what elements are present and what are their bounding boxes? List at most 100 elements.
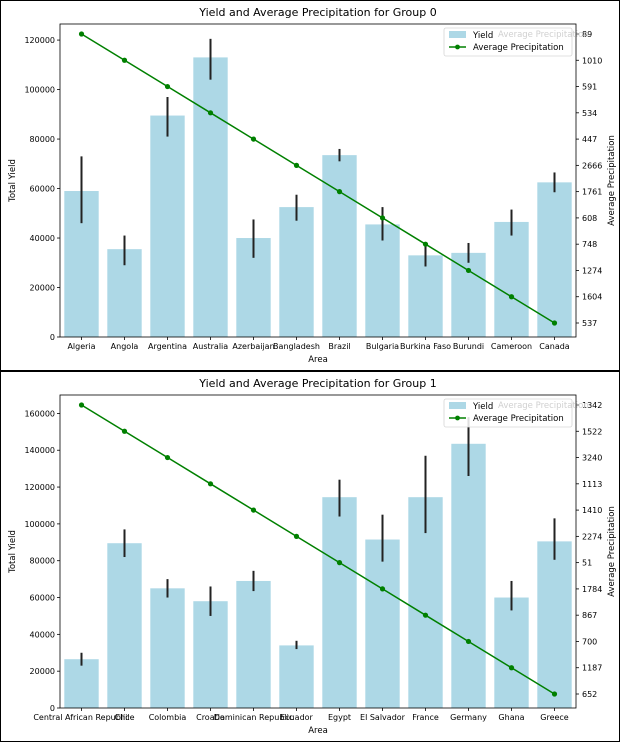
y2-tick-label: 591: [582, 83, 597, 92]
precipitation-point: [379, 215, 386, 221]
y-tick-label: 100000: [24, 86, 55, 95]
precipitation-point: [422, 241, 429, 247]
y2-tick-label: 1274: [582, 266, 602, 275]
x-tick-label: Angola: [111, 342, 139, 351]
x-tick-label: Central African Republic: [33, 713, 129, 722]
y2-tick-label: 89: [582, 30, 592, 39]
y2-tick-label: 748: [582, 240, 597, 249]
legend-label-yield: Yield: [472, 402, 493, 412]
precipitation-point: [164, 454, 171, 461]
y2-tick-label: 867: [582, 611, 597, 620]
y2-tick-label: 700: [582, 637, 597, 646]
precipitation-point: [207, 481, 214, 487]
bar: [537, 541, 572, 708]
precipitation-point: [551, 691, 558, 697]
legend-label-yield: Yield: [472, 31, 493, 41]
precipitation-line: [81, 404, 555, 695]
y-tick-label: 60000: [30, 185, 55, 194]
bar: [494, 597, 529, 708]
x-tick-label: Egypt: [328, 713, 351, 722]
bar: [451, 443, 486, 708]
y2-tick-label: 1010: [582, 56, 602, 65]
legend-label-precipitation: Average Precipitation: [473, 43, 564, 53]
legend-swatch-yield: [449, 402, 466, 409]
precipitation-point: [422, 612, 429, 618]
y2-tick-label: 1342: [582, 401, 602, 410]
x-tick-label: Ghana: [498, 713, 524, 722]
y-tick-label: 120000: [24, 483, 55, 492]
bar: [236, 580, 271, 708]
x-tick-label: Colombia: [149, 713, 187, 722]
x-tick-label: Argentina: [148, 342, 187, 351]
x-tick-label: Australia: [193, 342, 228, 351]
x-tick-label: El Salvador: [360, 713, 406, 722]
y2-tick-label: 447: [582, 135, 597, 144]
legend-marker-precipitation: [455, 415, 460, 421]
x-tick-label: Bangladesh: [273, 342, 320, 351]
precipitation-point: [250, 507, 257, 513]
chart-title: Yield and Average Precipitation for Grou…: [198, 6, 436, 19]
bar: [193, 57, 228, 337]
x-tick-label: Algeria: [67, 342, 95, 351]
x-axis-label: Area: [308, 726, 328, 736]
chart-group-1: Yield and Average Precipitation for Grou…: [8, 377, 617, 736]
precipitation-point: [207, 110, 214, 116]
bar: [64, 659, 99, 708]
bar: [494, 221, 529, 337]
x-tick-label: Germany: [450, 713, 487, 722]
bar: [193, 601, 228, 708]
y-axis-label: Total Yield: [8, 530, 18, 574]
y2-tick-label: 537: [582, 319, 597, 328]
precipitation-point: [379, 586, 386, 592]
precipitation-point: [293, 162, 300, 168]
x-tick-label: Ecuador: [280, 713, 313, 722]
y2-tick-label: 534: [582, 109, 597, 118]
precipitation-point: [78, 31, 85, 37]
precipitation-point: [121, 428, 128, 434]
legend-box: [443, 27, 573, 57]
y-tick-label: 140000: [24, 446, 55, 455]
y-axis-label: Total Yield: [8, 159, 18, 203]
bar: [365, 224, 400, 337]
y2-tick-label: 608: [582, 214, 597, 223]
x-tick-label: Burkina Faso: [400, 342, 451, 351]
legend-marker-precipitation: [455, 44, 460, 50]
chart-panel-group-1: Yield and Average Precipitation for Grou…: [0, 371, 620, 742]
bar: [408, 255, 443, 337]
precipitation-point: [121, 57, 128, 63]
y-tick-label: 40000: [30, 630, 55, 639]
y2-tick-label: 1784: [582, 585, 602, 594]
precipitation-point: [336, 189, 343, 195]
bar: [150, 115, 185, 337]
y-tick-label: 20000: [30, 284, 55, 293]
x-tick-label: Croatia: [196, 713, 225, 722]
y2-tick-label: 1522: [582, 427, 602, 436]
y-tick-label: 20000: [30, 667, 55, 676]
precipitation-point: [508, 294, 515, 300]
chart-title: Yield and Average Precipitation for Grou…: [198, 377, 436, 390]
y-tick-label: 160000: [24, 409, 55, 418]
precipitation-point: [164, 83, 171, 90]
x-axis-label: Area: [308, 355, 328, 365]
y2-axis-label: Average Precipitation: [607, 506, 617, 597]
bar: [322, 155, 357, 337]
x-tick-label: Burundi: [453, 342, 484, 351]
x-tick-label: France: [412, 713, 439, 722]
x-tick-label: Brazil: [328, 342, 350, 351]
y2-tick-label: 652: [582, 690, 597, 699]
precipitation-point: [551, 320, 558, 326]
precipitation-point: [250, 136, 257, 142]
precipitation-point: [78, 402, 85, 408]
precipitation-point: [465, 638, 472, 645]
legend-swatch-yield: [449, 31, 466, 38]
x-tick-label: Canada: [539, 342, 570, 351]
y2-tick-label: 2666: [582, 161, 602, 170]
bar: [537, 182, 572, 337]
bar: [279, 645, 314, 708]
precipitation-point: [465, 267, 472, 274]
y2-tick-label: 51: [582, 559, 592, 568]
plot-frame: [59, 23, 577, 338]
chart-panel-group-0: Yield and Average Precipitation for Grou…: [0, 0, 620, 371]
y-tick-label: 120000: [24, 36, 55, 45]
x-tick-label: Chile: [114, 713, 134, 722]
